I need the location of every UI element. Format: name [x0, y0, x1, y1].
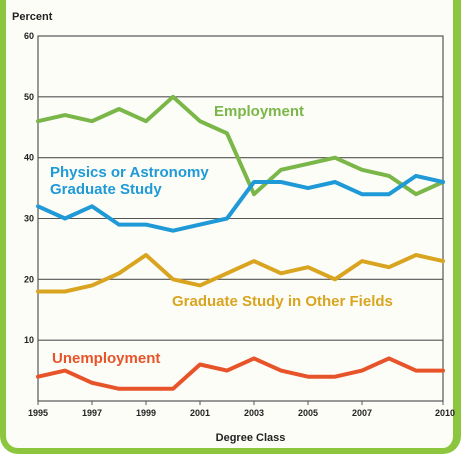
y-axis-title: Percent — [12, 11, 53, 23]
series-line-physics-or-astronomy-graduate-study — [36, 173, 445, 233]
series-label-line: Employment — [214, 103, 304, 120]
x-tick-labels: 1995 1997 1999 2001 2003 2005 2007 2010 — [28, 401, 455, 418]
series-line-unemployment — [36, 356, 445, 391]
series-label-line: Graduate Study in Other Fields — [172, 293, 393, 310]
x-tick-2005: 2005 — [298, 408, 318, 418]
series-label-line: Physics or Astronomy — [50, 164, 209, 181]
series-label-line: Unemployment — [52, 350, 160, 367]
series-label-employment: Employment — [214, 103, 304, 120]
y-tick-labels: 10 20 30 40 50 60 — [24, 31, 34, 345]
x-axis-title: Degree Class — [216, 432, 286, 444]
series-label-physics-or-astronomy-graduate-study: Physics or Astronomy Graduate Study — [50, 164, 209, 198]
plot-border — [37, 35, 444, 402]
plot-area — [37, 35, 444, 402]
x-tick-2007: 2007 — [352, 408, 372, 418]
series-label-graduate-study-in-other-fields: Graduate Study in Other Fields — [172, 293, 393, 310]
y-tick-40: 40 — [24, 153, 34, 163]
x-tick-1999: 1999 — [136, 408, 156, 418]
y-tick-10: 10 — [24, 335, 34, 345]
y-tick-50: 50 — [24, 92, 34, 102]
x-tick-2010: 2010 — [435, 408, 455, 418]
y-tick-30: 30 — [24, 214, 34, 224]
x-tick-2001: 2001 — [190, 408, 210, 418]
series-label-unemployment: Unemployment — [52, 350, 160, 367]
y-tick-60: 60 — [24, 31, 34, 41]
x-tick-1995: 1995 — [28, 408, 48, 418]
y-tick-20: 20 — [24, 274, 34, 284]
series-lines — [36, 94, 445, 391]
series-line-employment — [36, 94, 445, 197]
series-label-line: Graduate Study — [50, 181, 162, 198]
series-line-graduate-study-in-other-fields — [36, 253, 445, 294]
x-tick-2003: 2003 — [244, 408, 264, 418]
x-tick-1997: 1997 — [82, 408, 102, 418]
